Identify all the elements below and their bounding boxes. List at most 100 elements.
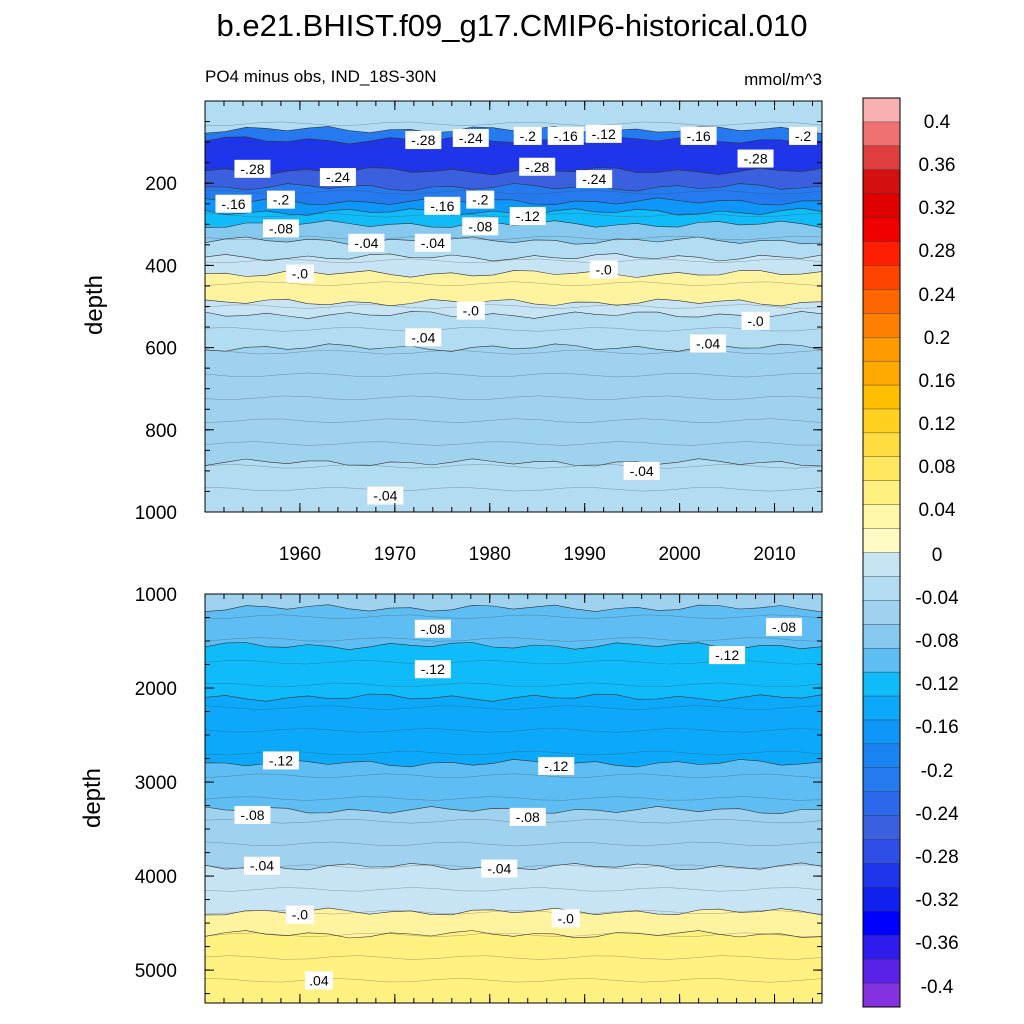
colorbar-swatch <box>862 911 901 936</box>
contour-label: -.0 <box>551 909 580 928</box>
colorbar-swatch <box>862 982 901 1008</box>
contour-label: -.2 <box>513 126 542 145</box>
colorbar-swatch <box>862 504 901 530</box>
y-tick-label: 600 <box>145 339 177 360</box>
contour-band <box>205 343 822 468</box>
contour-line <box>205 705 822 710</box>
contour-line <box>205 728 822 733</box>
contour-label-text: -.24 <box>582 171 606 187</box>
contour-label-box <box>509 207 546 226</box>
contour-line <box>205 167 822 172</box>
colorbar-swatch <box>862 337 901 362</box>
colorbar-swatch <box>862 743 901 769</box>
contour-line <box>205 327 822 332</box>
contour-label-text: -.04 <box>250 858 274 874</box>
colorbar-swatch <box>862 767 901 793</box>
contour-label-text: -.28 <box>411 132 435 148</box>
contour-label: -.04 <box>414 233 451 252</box>
contour-label-text: -.16 <box>221 196 245 212</box>
colorbar-swatch <box>862 552 901 577</box>
contour-label: -.08 <box>766 617 803 636</box>
contour-label: -.04 <box>690 334 727 353</box>
colorbar-label: 0.08 <box>919 457 956 478</box>
contour-band <box>205 136 822 176</box>
x-tick-label: 1990 <box>564 544 606 565</box>
y-tick-label: 2000 <box>135 679 177 700</box>
y-tick-label: 3000 <box>135 773 177 794</box>
colorbar-label: -0.24 <box>915 804 959 825</box>
bottom-panel-fill <box>205 594 822 1003</box>
colorbar-label: 0 <box>932 545 943 566</box>
contour-label: -.24 <box>576 170 613 189</box>
contour-line <box>205 372 822 378</box>
contour-label: -.0 <box>285 905 314 924</box>
colorbar-label: 0.32 <box>919 198 956 219</box>
contour-label-text: -.28 <box>240 161 264 177</box>
contour-line <box>205 614 822 619</box>
contour-line <box>205 235 822 241</box>
contour-label-box <box>456 301 485 320</box>
contour-label-text: -.12 <box>516 208 540 224</box>
contour-label-text: -.08 <box>240 807 264 823</box>
y-tick-label: 4000 <box>135 867 177 888</box>
contour-line <box>205 841 822 847</box>
contour-label-box <box>424 196 461 215</box>
contour-label-text: -.12 <box>544 758 568 774</box>
contour-label-box <box>509 807 546 826</box>
colorbar-label: -0.2 <box>921 761 954 782</box>
contour-label-text: -.0 <box>558 910 575 926</box>
contour-label-text: -.0 <box>747 313 764 329</box>
contour-label-box <box>304 971 333 990</box>
contour-label: -.04 <box>243 856 280 875</box>
contour-label-text: -.0 <box>463 303 480 319</box>
contour-label-box <box>262 751 299 770</box>
panel-bottom: -.08 -.08-.12-.12-.12 -.12-.08 -.08-.04 -.04… <box>79 585 823 1004</box>
contour-label-box <box>547 126 584 145</box>
contour-label: -.28 <box>405 131 442 150</box>
colorbar-label: 0.16 <box>919 371 956 392</box>
colorbar-swatch <box>862 384 901 410</box>
colorbar-swatch <box>862 719 901 745</box>
contour-label: -.12 <box>414 660 451 679</box>
bottom-panel-contour-labels: -.08 -.08 -.12 -.12 -.12 -.12 -.08 -.08 -.04 -.04… <box>234 617 803 990</box>
contour-label: .04 <box>304 971 333 990</box>
colorbar-swatch <box>862 647 901 673</box>
band-group <box>205 594 822 1003</box>
contour-label-text: -.16 <box>554 128 578 144</box>
contour-label-text: -.24 <box>326 169 350 185</box>
colorbar-swatch <box>862 935 901 960</box>
colorbar-label: -0.04 <box>915 588 959 609</box>
contour-label-box <box>234 159 271 178</box>
contour-label-text: -.04 <box>630 463 654 479</box>
contour-label-box <box>513 126 542 145</box>
contour-label: -.08 <box>234 805 271 824</box>
contour-label-box <box>766 617 803 636</box>
contour-line <box>205 682 822 688</box>
band-group <box>205 101 822 512</box>
colorbar-swatch <box>862 313 901 338</box>
contour-label-text: -.2 <box>472 192 489 208</box>
contour-band <box>205 604 822 651</box>
contour-line <box>205 887 822 892</box>
contour-label-box <box>519 157 556 176</box>
contour-label-box <box>737 149 774 168</box>
contour-label-box <box>680 126 717 145</box>
colorbar-swatch <box>862 145 901 171</box>
contour-label-box <box>709 646 746 665</box>
contour-label: -.12 <box>509 207 546 226</box>
colorbar-swatch <box>862 121 901 147</box>
contour-label: -.12 <box>585 124 622 143</box>
colorbar-label: -0.12 <box>915 674 958 695</box>
contour-label-box <box>462 217 499 236</box>
panel-top: PO4 minus obs, IND_18S-30N mmol/m^3 -.28… <box>81 67 823 565</box>
contour-label: -.16 <box>547 126 584 145</box>
colorbar: 0.4 0.36 0.32 0.28 0.24 0.2 0.16 0.12 0.08 0.04 0 -… <box>862 97 959 1008</box>
contour-label-text: -.08 <box>468 218 492 234</box>
contour-label-box <box>266 190 295 209</box>
colorbar-label: 0.4 <box>924 112 951 133</box>
colorbar-swatch <box>862 863 901 888</box>
colorbar-label: 0.28 <box>919 241 956 262</box>
colorbar-swatch <box>862 432 901 458</box>
top-ylabel: depth <box>81 275 108 335</box>
colorbar-swatch <box>862 839 901 864</box>
